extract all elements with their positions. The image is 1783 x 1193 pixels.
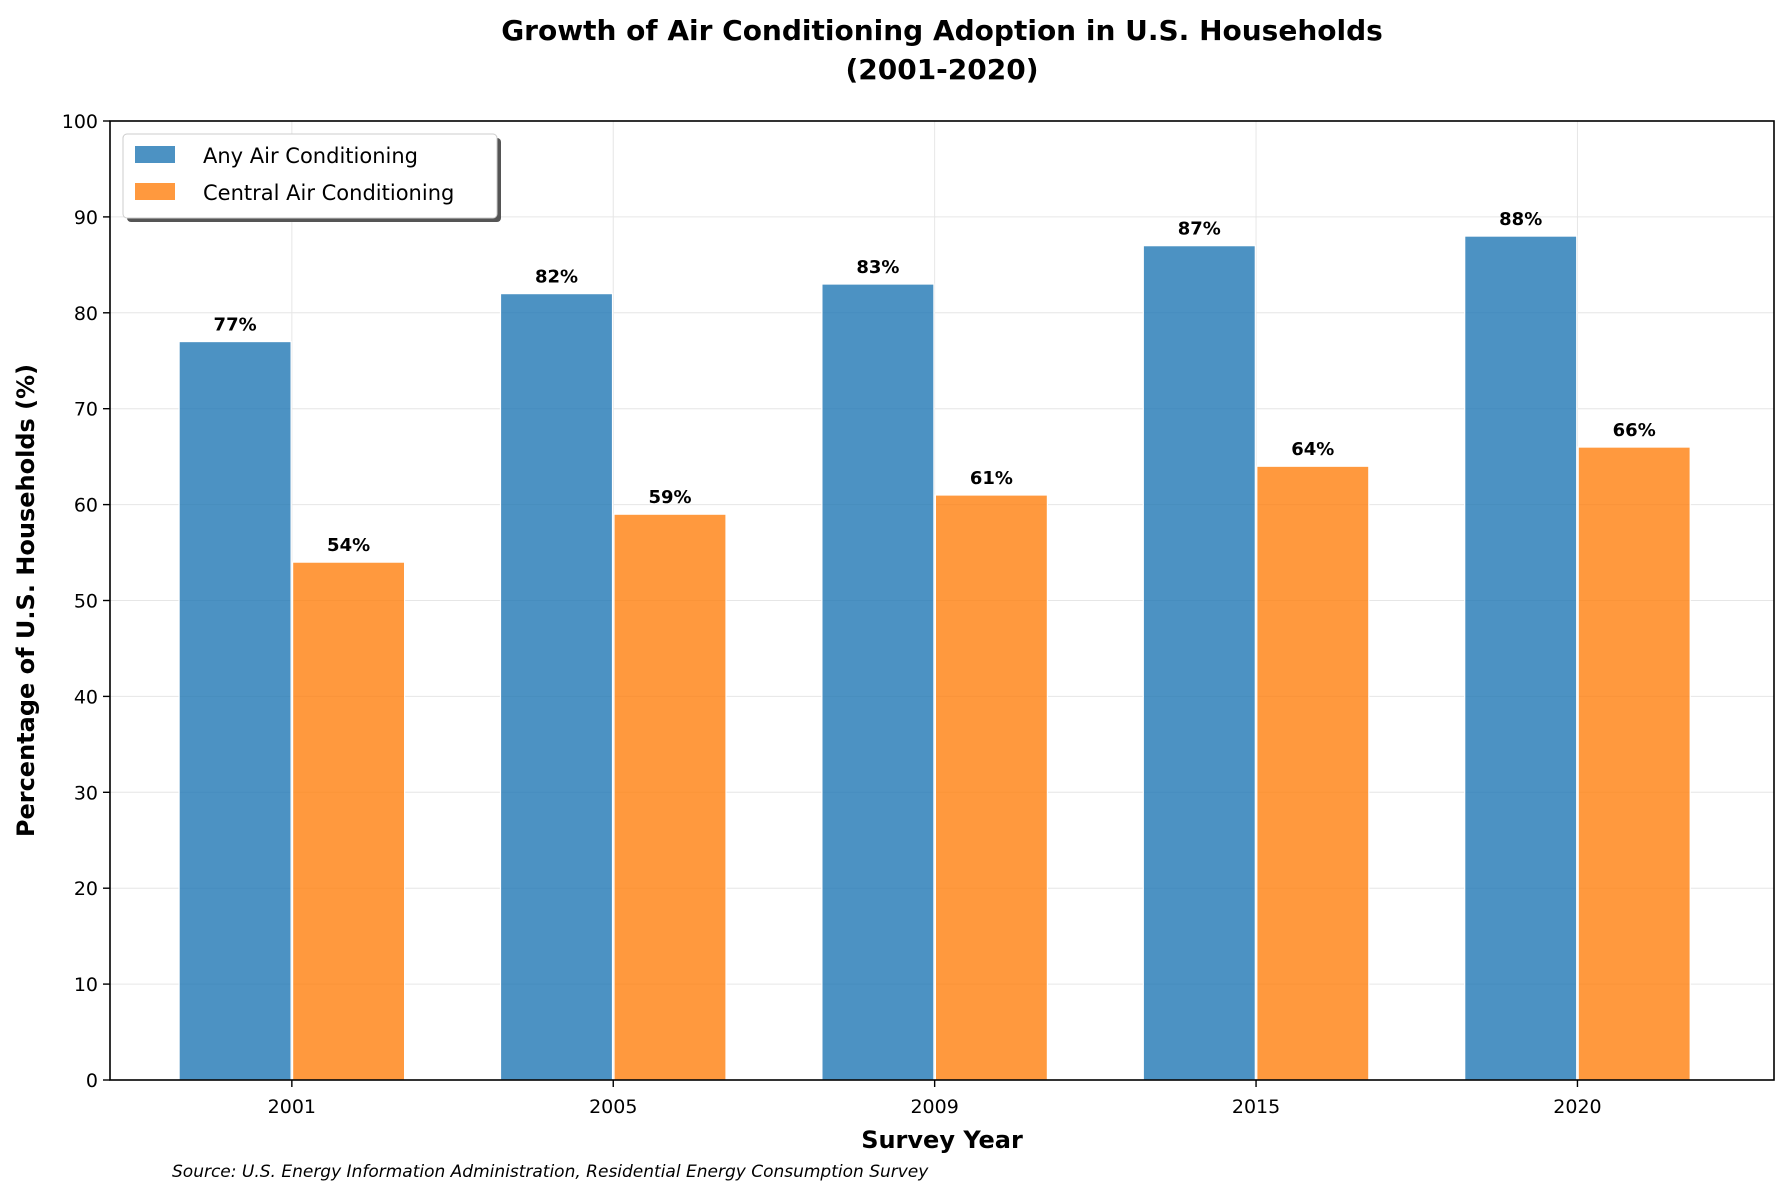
bar-any-ac-2005 — [499, 293, 614, 1081]
legend-swatch-any-ac — [135, 146, 175, 163]
x-tick-label: 2020 — [1553, 1096, 1601, 1118]
x-tick-label: 2001 — [268, 1096, 316, 1118]
bar-value-label: 83% — [856, 257, 899, 278]
y-axis-title: Percentage of U.S. Households (%) — [12, 364, 40, 837]
y-tick-label: 50 — [74, 591, 98, 613]
bar-value-label: 87% — [1178, 219, 1221, 240]
bar-central-ac-2009 — [934, 494, 1049, 1081]
bar-label-layer: 77% 82% 83% 87% 88% 54% 59% 61% 64% 66% — [214, 209, 1656, 556]
bar-any-ac-2020 — [1464, 235, 1578, 1081]
y-tick-label: 90 — [74, 207, 98, 229]
bar-central-ac-2005 — [613, 513, 727, 1081]
legend-box — [122, 133, 498, 219]
y-tick-label: 30 — [74, 782, 98, 804]
x-axis-title: Survey Year — [861, 1126, 1023, 1154]
bar-value-label: 66% — [1613, 420, 1656, 441]
bar-value-label: 88% — [1499, 209, 1542, 230]
y-tick-label: 0 — [86, 1070, 98, 1092]
legend-label-central-ac: Central Air Conditioning — [203, 181, 454, 205]
x-tick-label: 2009 — [910, 1096, 958, 1118]
x-tick-label: 2015 — [1232, 1096, 1280, 1118]
bar-value-label: 64% — [1291, 439, 1334, 460]
y-tick-label: 20 — [74, 878, 98, 900]
y-tick-label: 10 — [74, 974, 98, 996]
y-tick-label: 60 — [74, 495, 98, 517]
chart-subtitle: (2001-2020) — [845, 53, 1038, 86]
bar-value-label: 61% — [970, 468, 1013, 489]
bar-any-ac-2001 — [178, 340, 292, 1081]
bar-value-label: 54% — [327, 535, 370, 556]
axis-layer: 0 10 20 30 40 50 60 70 80 90 100 2001 2005 2009 2015 20… — [62, 111, 1602, 1118]
bar-layer — [178, 235, 1691, 1081]
bar-value-label: 77% — [214, 315, 257, 336]
y-tick-label: 70 — [74, 399, 98, 421]
bar-value-label: 59% — [648, 487, 691, 508]
bar-central-ac-2015 — [1256, 465, 1370, 1081]
legend: Any Air Conditioning Central Air Conditi… — [122, 133, 501, 222]
legend-label-any-ac: Any Air Conditioning — [203, 144, 418, 168]
x-tick-label: 2005 — [589, 1096, 637, 1118]
y-tick-label: 100 — [62, 111, 98, 133]
bar-any-ac-2015 — [1142, 245, 1256, 1081]
bar-central-ac-2001 — [292, 561, 406, 1081]
source-note: Source: U.S. Energy Information Administ… — [172, 1162, 929, 1182]
legend-swatch-central-ac — [135, 183, 175, 200]
bar-central-ac-2020 — [1577, 446, 1691, 1081]
bar-any-ac-2009 — [821, 283, 935, 1081]
y-tick-label: 40 — [74, 686, 98, 708]
chart-title: Growth of Air Conditioning Adoption in U… — [501, 14, 1383, 47]
bar-value-label: 82% — [535, 267, 578, 288]
y-tick-label: 80 — [74, 303, 98, 325]
